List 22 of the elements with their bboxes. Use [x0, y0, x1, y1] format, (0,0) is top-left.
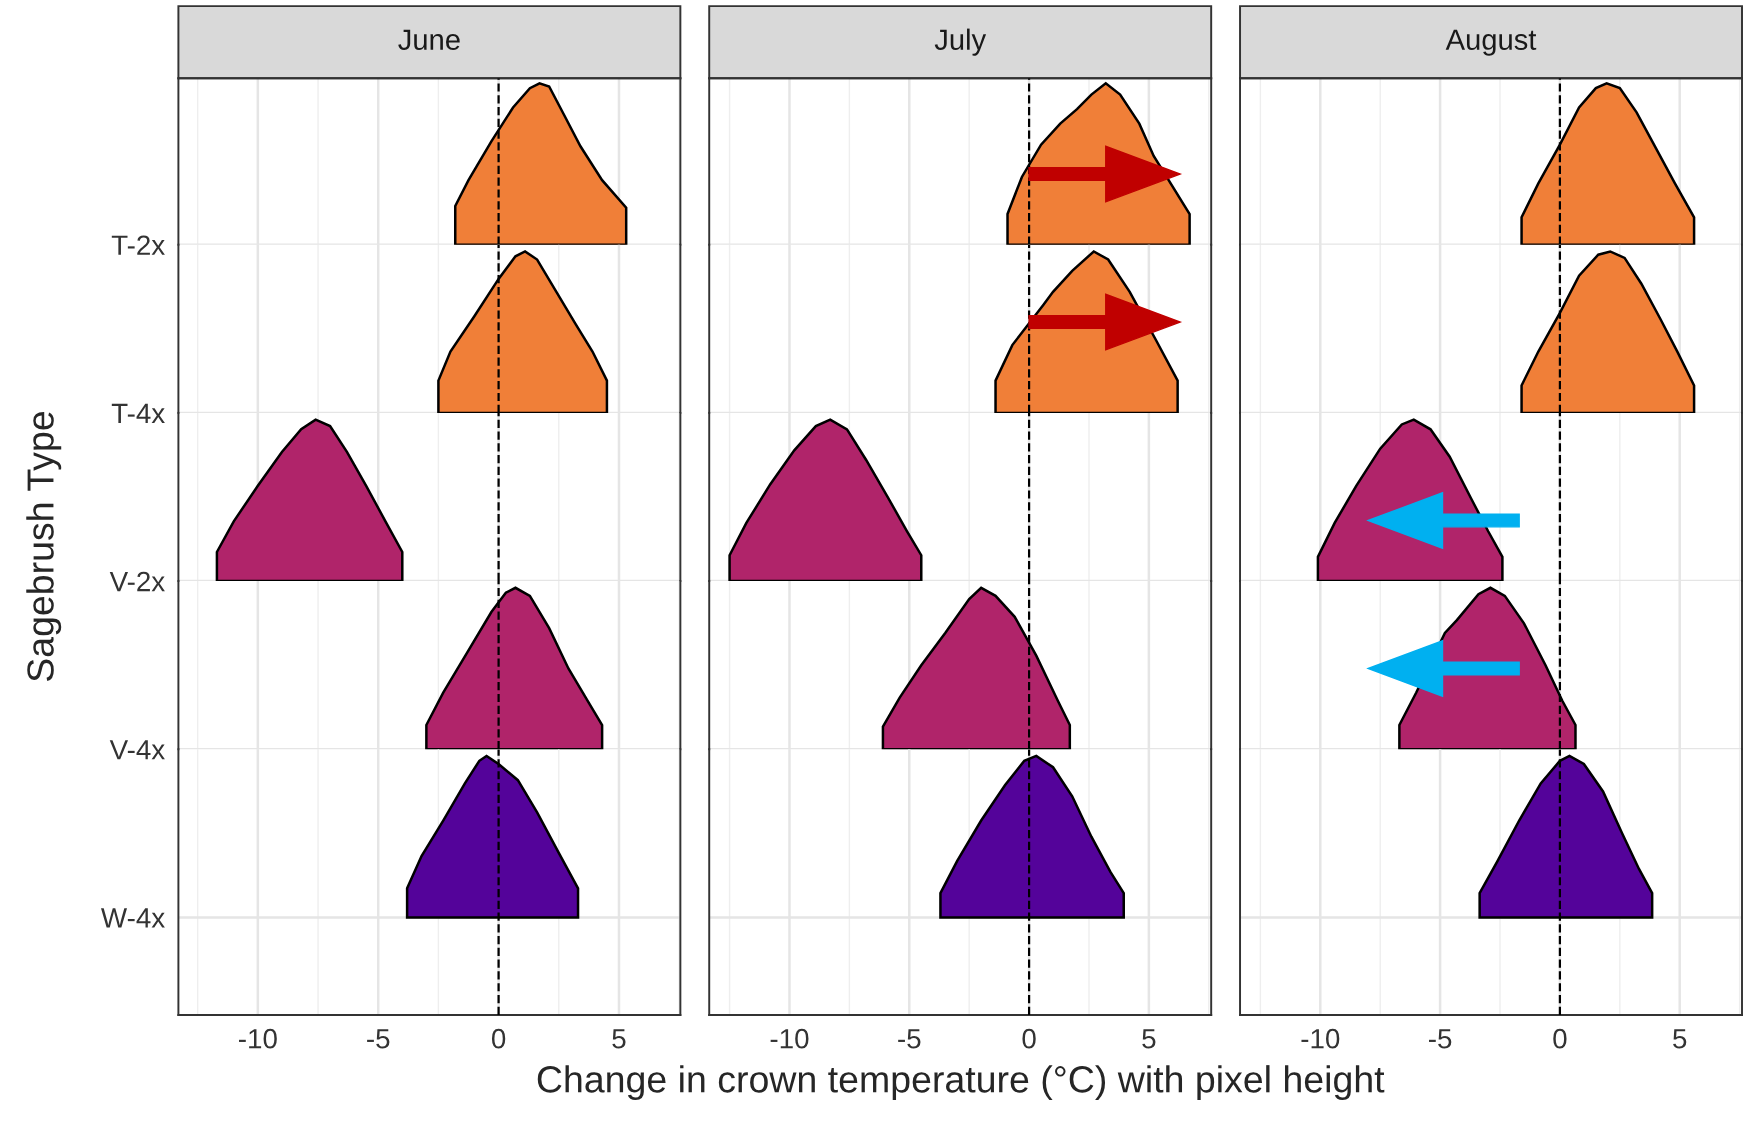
chart-title: August — [1445, 29, 1537, 56]
x-tick-label: -5 — [367, 1029, 390, 1049]
x-tick-label: 5 — [612, 1029, 626, 1049]
x-tick-label: 5 — [1142, 1029, 1156, 1049]
chart-title: June — [398, 29, 460, 51]
x-tick-label: 5 — [1673, 1029, 1687, 1049]
text: T-4x — [111, 403, 165, 423]
x-tick-label: -10 — [239, 1028, 277, 1049]
text: V-4x — [109, 740, 165, 760]
x-tick-label: -10 — [770, 1028, 809, 1049]
text: T-2x — [111, 235, 165, 255]
x-tick-label: 0 — [1022, 1028, 1036, 1049]
x-tick-label: -10 — [1301, 1028, 1340, 1049]
x-tick-label: 0 — [1553, 1028, 1567, 1049]
x-tick-label: -5 — [1428, 1029, 1452, 1049]
x-tick-label: 0 — [491, 1028, 506, 1049]
chart-title: July — [934, 28, 987, 56]
x-axis-title: Change in crown temperature (°C) with pixel height — [537, 1065, 1385, 1101]
x-tick-label: -5 — [898, 1029, 921, 1049]
y-axis-title: Sagebrush Type — [26, 412, 62, 682]
text: W-4x — [101, 908, 165, 928]
series-label: V-2x — [109, 571, 165, 592]
